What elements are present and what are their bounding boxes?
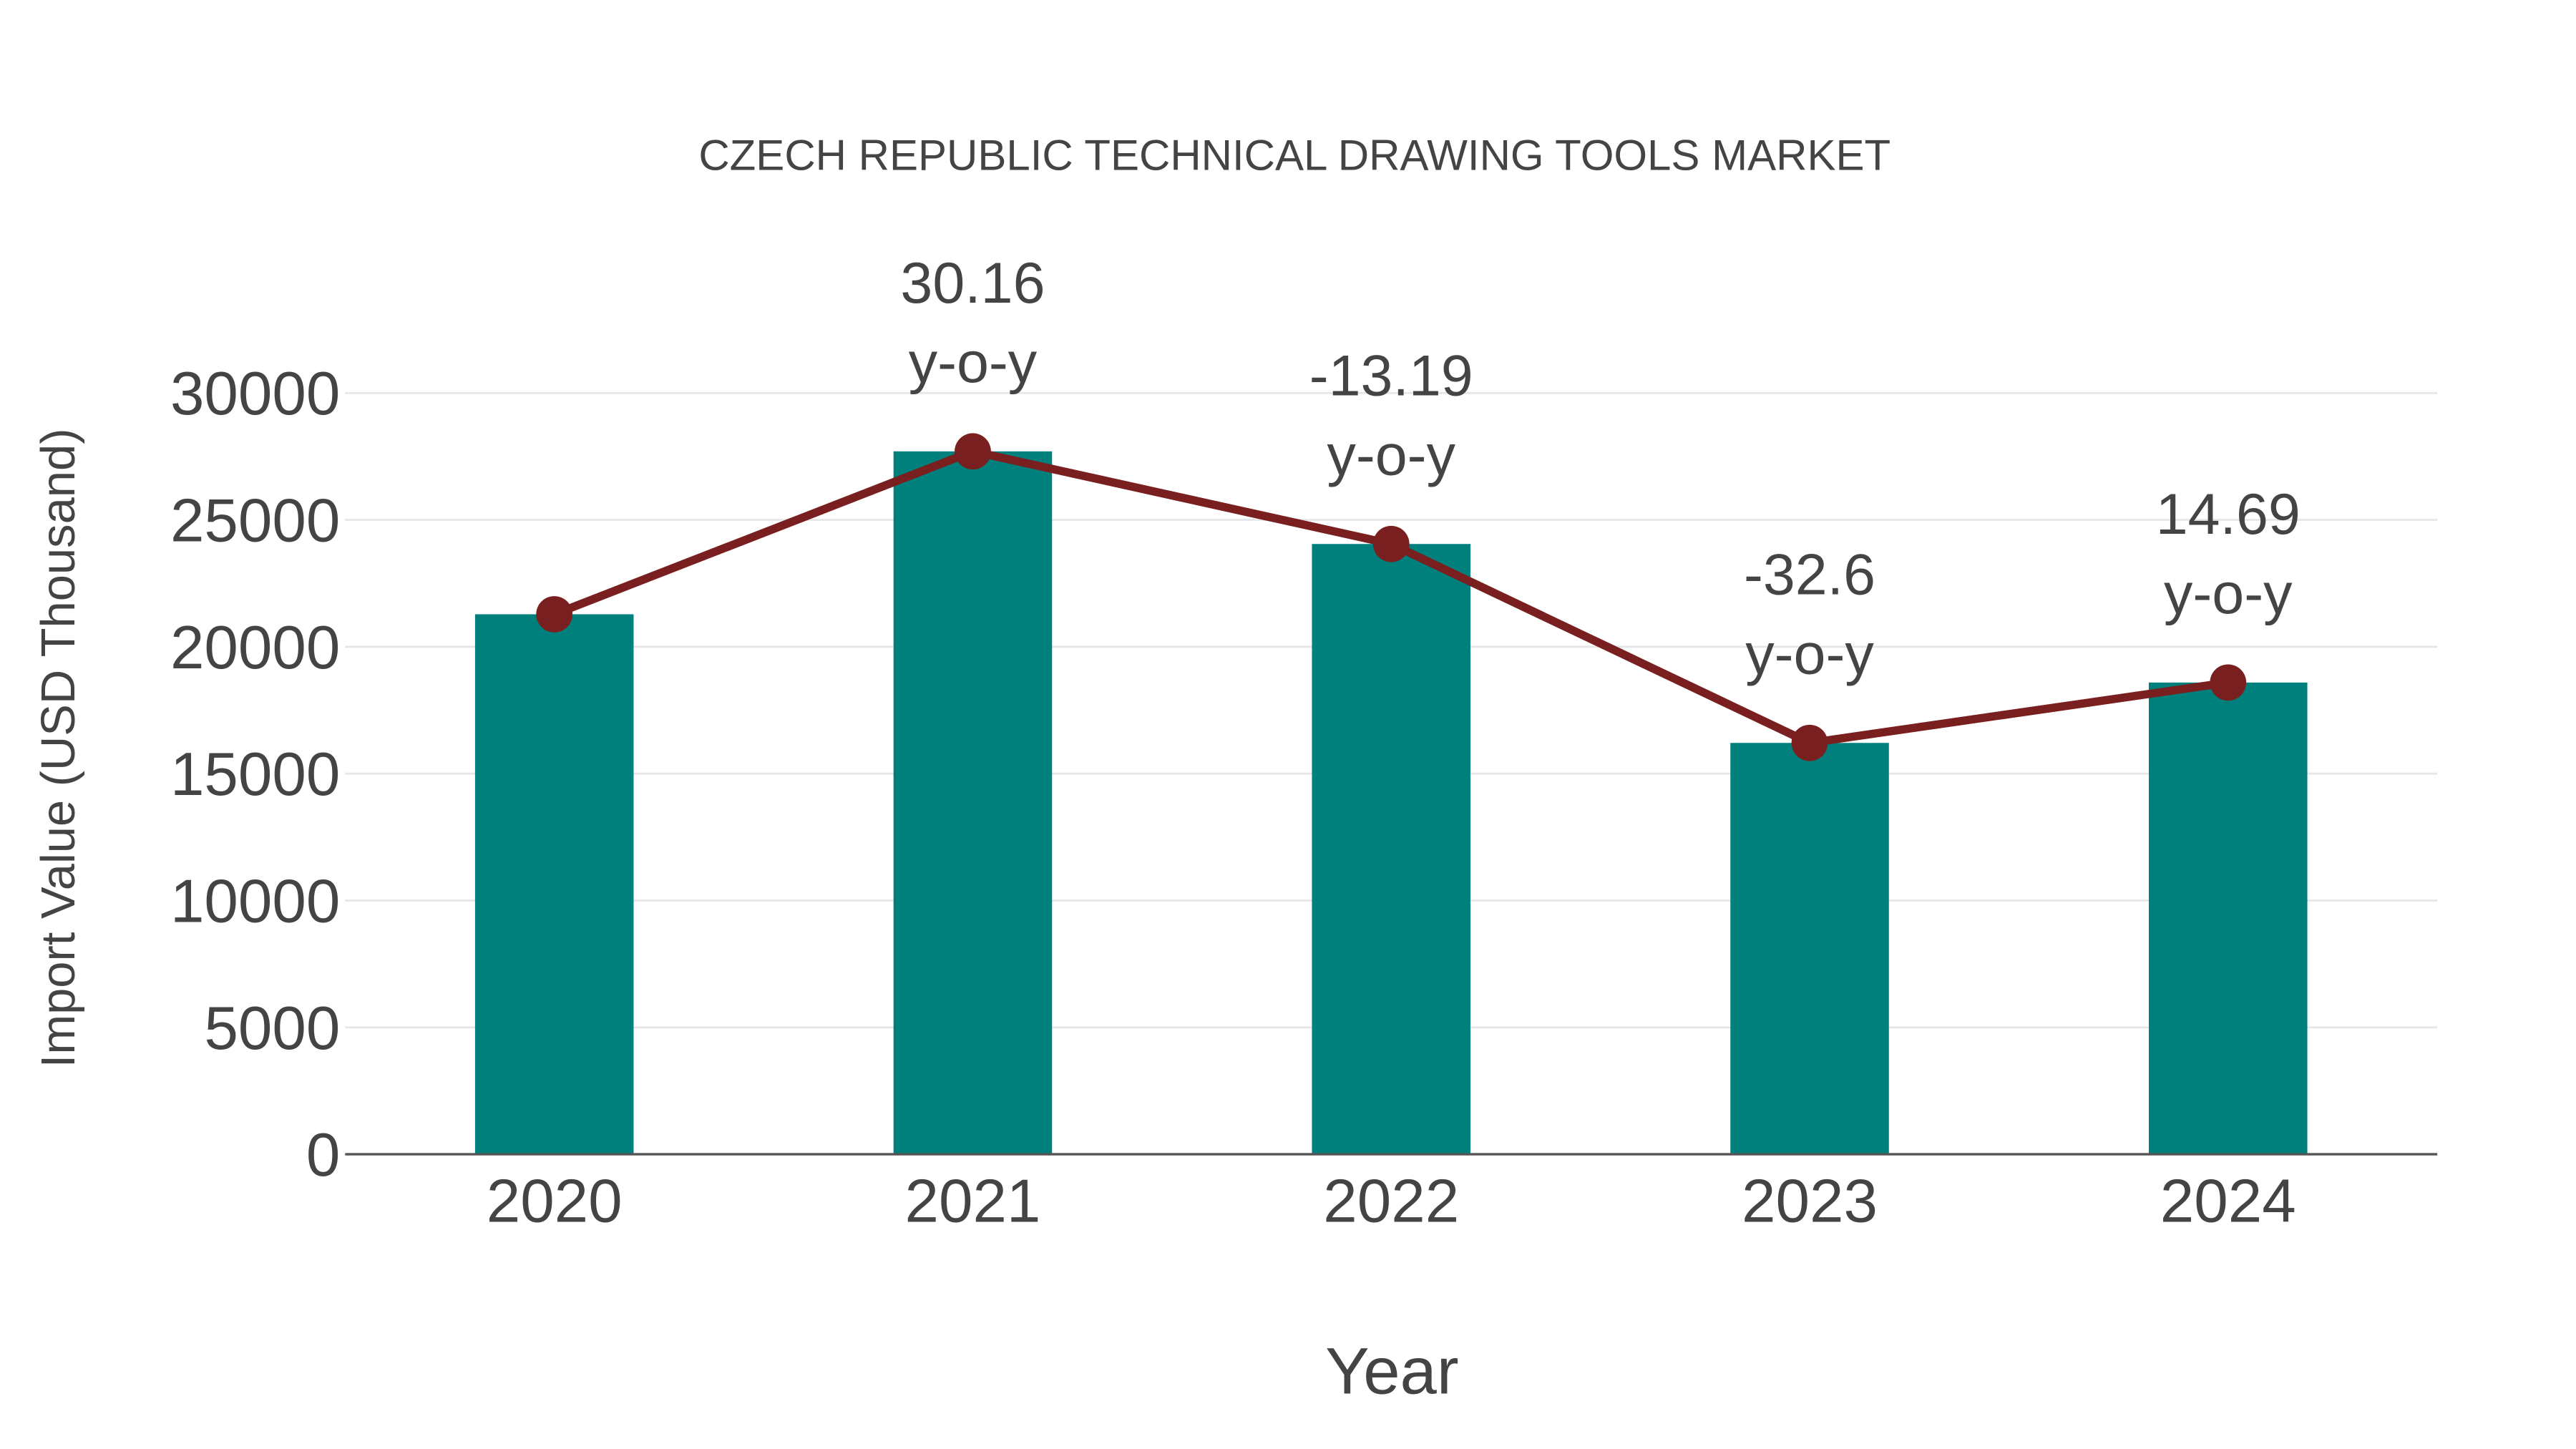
x-tick-label: 2022: [1323, 1168, 1459, 1236]
x-tick-label: 2023: [1742, 1168, 1878, 1236]
yoy-suffix: y-o-y: [1745, 622, 1874, 686]
yoy-value: -32.6: [1744, 543, 1875, 608]
bar: [474, 614, 634, 1155]
y-tick-label: 5000: [204, 995, 340, 1063]
bar: [893, 451, 1053, 1155]
yoy-value: -13.19: [1309, 344, 1473, 409]
line-series: [536, 433, 2247, 761]
yoy-suffix: y-o-y: [1327, 423, 1456, 487]
y-tick-label: 25000: [170, 487, 340, 555]
y-tick-label: 10000: [170, 867, 340, 935]
x-tick-label: 2020: [487, 1168, 623, 1236]
yoy-value: 14.69: [2156, 482, 2301, 547]
bar: [1312, 544, 1470, 1155]
yoy-value: 30.16: [900, 251, 1045, 316]
x-tick-label: 2024: [2160, 1168, 2296, 1236]
y-tick-label: 20000: [170, 614, 340, 682]
y-tick-label: 30000: [170, 360, 340, 428]
x-axis-ticks: 2020 2021 2022 2023 2024: [487, 1168, 2296, 1236]
trend-marker: [1791, 724, 1828, 761]
yoy-annotations: 30.16 y-o-y -13.19 y-o-y -32.6 y-o-y 14.69 y-o-…: [900, 251, 2300, 686]
chart-title: CZECH REPUBLIC TECHNICAL DRAWING TOOLS M…: [698, 132, 1890, 180]
y-tick-label: 0: [306, 1121, 340, 1189]
y-axis-label: Import Value (USD Thousand): [31, 429, 85, 1068]
trend-marker: [1372, 525, 1410, 562]
bar: [1730, 743, 1889, 1155]
trend-marker: [2210, 664, 2247, 701]
y-axis-ticks: 0 5000 10000 15000 20000 25000 30000: [170, 360, 340, 1189]
bar-series: [474, 451, 2308, 1155]
trend-marker: [955, 433, 991, 470]
x-axis-label: Year: [1325, 1334, 1458, 1408]
trend-marker: [536, 596, 573, 633]
yoy-suffix: y-o-y: [909, 331, 1038, 395]
y-tick-label: 15000: [170, 741, 340, 809]
x-tick-label: 2021: [904, 1168, 1040, 1236]
yoy-suffix: y-o-y: [2164, 562, 2293, 626]
bar: [2149, 682, 2308, 1155]
